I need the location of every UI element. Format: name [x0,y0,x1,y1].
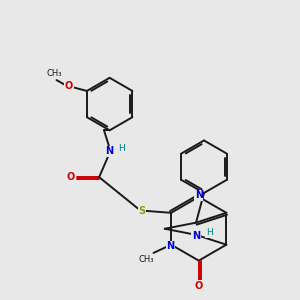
Text: N: N [105,146,113,156]
Text: H: H [118,144,125,153]
Text: H: H [206,228,212,237]
Text: N: N [195,190,203,200]
Text: CH₃: CH₃ [138,255,154,264]
Text: N: N [192,231,200,241]
Text: CH₃: CH₃ [47,69,62,78]
Text: S: S [138,206,146,216]
Text: N: N [166,241,175,251]
Text: O: O [67,172,75,182]
Text: O: O [65,81,73,92]
Text: O: O [195,281,203,291]
